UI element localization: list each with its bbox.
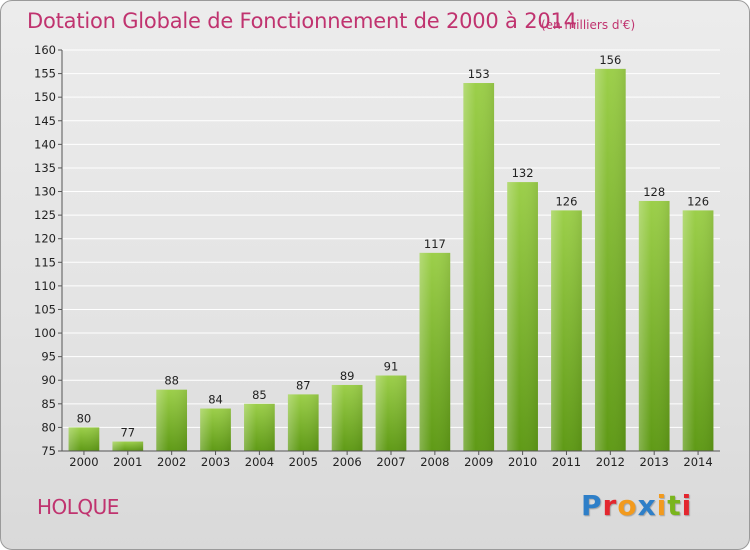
bar-value-label: 80 <box>77 411 92 425</box>
y-tick-label: 150 <box>34 90 56 104</box>
x-tick-label: 2005 <box>289 455 318 469</box>
proxiti-logo: Proxiti <box>581 489 692 522</box>
logo-letter: i <box>656 489 668 522</box>
bar-sheen <box>331 384 363 451</box>
bar-value-label: 84 <box>208 393 223 407</box>
chart-title: Dotation Globale de Fonctionnement de 20… <box>27 9 577 33</box>
y-tick-label: 85 <box>41 397 56 411</box>
x-tick-label: 2013 <box>640 455 669 469</box>
y-tick-label: 160 <box>34 43 56 57</box>
y-tick-label: 110 <box>34 279 56 293</box>
x-tick-label: 2009 <box>464 455 493 469</box>
x-tick-label: 2014 <box>683 455 712 469</box>
bar-value-label: 85 <box>252 388 267 402</box>
y-tick-label: 80 <box>41 420 56 434</box>
bar-sheen <box>463 83 495 451</box>
x-axis: 2000 2001 2002 2003 2004 2005 2006 2007 2008 2009… <box>62 450 720 469</box>
y-tick-label: 155 <box>34 67 56 81</box>
bars: 80 77 88 84 85 87 89 91 117 153 132 126 156 128 126 <box>68 53 714 451</box>
bar-value-label: 91 <box>384 360 399 374</box>
y-tick-label: 145 <box>34 114 56 128</box>
x-tick-label: 2007 <box>376 455 405 469</box>
y-tick-label: 95 <box>41 350 56 364</box>
y-tick-label: 100 <box>34 326 56 340</box>
logo-letter: x <box>637 489 657 522</box>
x-tick-label: 2002 <box>157 455 186 469</box>
logo-letter: r <box>602 489 618 522</box>
y-tick-label: 90 <box>41 373 56 387</box>
bar-sheen <box>375 375 407 451</box>
x-tick-label: 2011 <box>552 455 581 469</box>
bar-sheen <box>156 389 188 451</box>
bar-sheen <box>244 403 275 451</box>
bar-sheen <box>594 68 626 451</box>
bar-value-label: 156 <box>599 53 621 67</box>
x-tick-label: 2006 <box>332 455 361 469</box>
y-tick-label: 125 <box>34 208 56 222</box>
y-tick-label: 105 <box>34 302 56 316</box>
bar-sheen <box>287 394 319 451</box>
chart-subtitle: (en milliers d'€) <box>541 18 636 32</box>
bar-sheen <box>551 210 582 451</box>
bar-value-label: 87 <box>296 378 311 392</box>
x-tick-label: 2003 <box>201 455 230 469</box>
bar-value-label: 89 <box>340 369 355 383</box>
x-tick-label: 2010 <box>508 455 537 469</box>
bar-value-label: 117 <box>424 237 446 251</box>
x-tick-label: 2008 <box>420 455 449 469</box>
bar-sheen <box>682 210 714 451</box>
x-tick-label: 2001 <box>113 455 142 469</box>
x-tick-label: 2000 <box>69 455 98 469</box>
y-tick-label: 75 <box>41 444 56 458</box>
y-tick-label: 135 <box>34 161 56 175</box>
bar-value-label: 126 <box>555 194 577 208</box>
bar-sheen <box>112 441 144 451</box>
logo-letter: o <box>617 489 638 522</box>
y-tick-label: 120 <box>34 232 56 246</box>
y-tick-label: 115 <box>34 255 56 269</box>
bar-sheen <box>638 200 670 451</box>
bar-value-label: 88 <box>164 374 179 388</box>
bar-sheen <box>68 427 100 451</box>
bar-value-label: 153 <box>468 67 490 81</box>
y-tick-label: 140 <box>34 137 56 151</box>
commune-name: HOLQUE <box>37 495 119 519</box>
bar-sheen <box>419 252 451 451</box>
bar-value-label: 126 <box>687 194 709 208</box>
bar-value-label: 77 <box>120 426 135 440</box>
logo-letter: t <box>667 489 682 522</box>
x-tick-label: 2004 <box>245 455 274 469</box>
logo-letter: P <box>581 489 603 522</box>
bar-sheen <box>507 182 538 451</box>
y-tick-label: 130 <box>34 185 56 199</box>
bar-sheen <box>200 408 231 451</box>
x-tick-label: 2012 <box>596 455 625 469</box>
bar-value-label: 132 <box>512 166 534 180</box>
y-axis: 75 80 85 90 95 100 105 110 115 120 125 130 135 140 145… <box>34 43 63 458</box>
bar-value-label: 128 <box>643 185 665 199</box>
logo-letter: i <box>681 489 693 522</box>
